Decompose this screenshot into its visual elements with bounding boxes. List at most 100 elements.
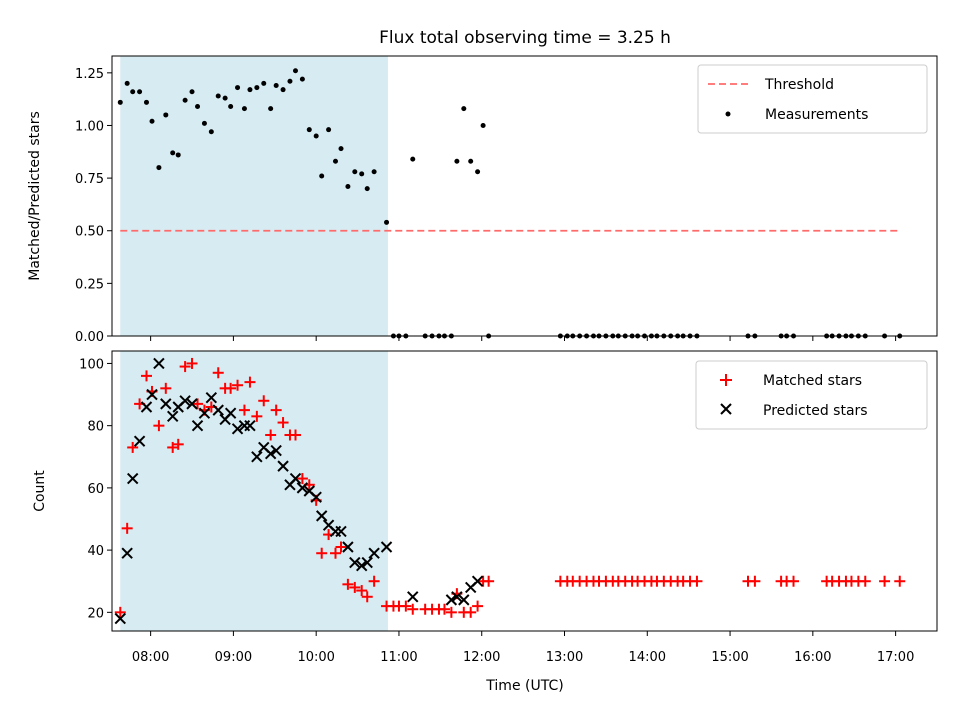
matched-star-point: [879, 575, 891, 587]
matched-star-point: [258, 395, 270, 407]
top-legend-box: [697, 64, 928, 134]
measurement-point: [480, 122, 486, 128]
matched-star-point: [121, 522, 133, 534]
x-tick-label: 12:00: [463, 650, 500, 665]
legend-measurements-swatch: [725, 111, 731, 117]
bottom-legend: Matched stars Predicted stars: [695, 360, 928, 430]
measurement-point: [359, 171, 365, 177]
bottom-y-tick-label: 80: [87, 420, 104, 435]
measurement-point: [222, 95, 228, 101]
measurement-point: [273, 82, 279, 88]
predicted-star-point: [205, 391, 218, 404]
matched-star-point: [472, 600, 484, 612]
measurement-point: [319, 173, 325, 179]
top-shaded-interval: [120, 56, 388, 336]
x-tick-label: 14:00: [629, 650, 666, 665]
matched-star-point: [179, 361, 191, 373]
bottom-y-tick-label: 100: [79, 357, 104, 372]
matched-star-point: [788, 575, 800, 587]
predicted-star-point: [407, 591, 419, 603]
matched-star-point: [691, 575, 703, 587]
top-plot-frame: [111, 55, 938, 337]
predicted-star-point: [126, 472, 139, 485]
bottom-y-tick-label: 60: [87, 482, 104, 497]
predicted-star-point: [212, 404, 224, 416]
matched-star-point: [114, 606, 126, 618]
matched-star-point: [160, 382, 172, 394]
predicted-star-point: [251, 451, 263, 463]
measurement-point: [352, 169, 358, 175]
predicted-star-point: [445, 594, 458, 606]
legend-measurements-label: Measurements: [765, 107, 868, 123]
bottom-y-tick-label: 20: [87, 606, 104, 621]
matched-star-point: [407, 603, 419, 615]
predicted-stars-points: [114, 357, 484, 625]
measurement-point: [235, 85, 241, 91]
measurement-point: [306, 127, 312, 133]
measurement-point: [228, 104, 234, 110]
measurement-point: [247, 87, 253, 93]
predicted-star-point: [160, 398, 172, 410]
predicted-star-point: [198, 407, 211, 419]
matched-star-point: [186, 357, 198, 369]
predicted-star-point: [349, 556, 361, 569]
measurement-point: [117, 99, 123, 105]
measurement-point: [364, 186, 370, 192]
top-panel: 0.00 0.25 0.50 0.75 1.00 1.25 Matched/Predict…: [27, 55, 938, 345]
measurement-point: [384, 219, 390, 225]
predicted-star-point: [146, 388, 158, 401]
matched-star-point: [316, 547, 328, 559]
x-tick-label: 17:00: [877, 650, 914, 665]
predicted-star-point: [224, 407, 237, 419]
measurement-point: [156, 165, 162, 171]
legend-matched-swatch: [720, 374, 732, 386]
bottom-panel: 20 40 60 80 100 08:00 09:00 10:00 11:00 12:00 13:…: [32, 350, 938, 694]
measurement-point: [313, 133, 319, 139]
matched-star-point: [251, 410, 263, 422]
measurement-point: [345, 184, 351, 190]
predicted-star-point: [335, 525, 347, 538]
predicted-star-point: [191, 419, 204, 432]
matched-star-point: [244, 376, 256, 388]
measurement-point: [201, 120, 207, 126]
predicted-star-point: [471, 575, 484, 587]
matched-star-point: [192, 398, 204, 410]
measurement-point: [163, 112, 169, 118]
matched-star-point: [296, 473, 308, 485]
measurement-point: [189, 89, 195, 95]
measurement-point: [371, 169, 377, 175]
measurement-point: [130, 89, 136, 95]
matched-star-point: [140, 370, 152, 382]
measurement-point: [175, 152, 181, 158]
predicted-star-point: [186, 398, 198, 410]
measurement-point: [195, 104, 201, 110]
measurement-point: [254, 85, 260, 91]
matched-star-point: [894, 575, 906, 587]
predicted-star-point: [140, 401, 153, 413]
predicted-star-point: [289, 472, 302, 485]
matched-star-point: [361, 591, 373, 603]
x-axis-label: Time (UTC): [485, 678, 563, 694]
predicted-star-point: [310, 491, 322, 503]
predicted-star-point: [114, 612, 126, 625]
measurement-point: [299, 76, 305, 82]
measurement-point: [338, 146, 344, 152]
top-legend: Threshold Measurements: [697, 64, 928, 134]
matched-star-point: [153, 420, 165, 432]
matched-star-point: [335, 541, 347, 553]
top-y-tick-label: 1.00: [75, 119, 104, 134]
matched-star-point: [859, 575, 871, 587]
predicted-star-point: [133, 435, 146, 447]
legend-matched-label: Matched stars: [763, 373, 862, 389]
bottom-plot-frame: [111, 350, 938, 632]
top-x-ticks: [150, 336, 897, 341]
predicted-star-point: [277, 460, 289, 472]
measurement-point: [475, 169, 481, 175]
measurement-point: [241, 106, 247, 112]
matched-star-point: [749, 575, 761, 587]
top-y-tick-label: 0.00: [75, 330, 104, 345]
predicted-star-point: [153, 357, 165, 370]
measurement-point: [454, 158, 460, 164]
top-y-axis-label: Matched/Predicted stars: [27, 111, 43, 281]
